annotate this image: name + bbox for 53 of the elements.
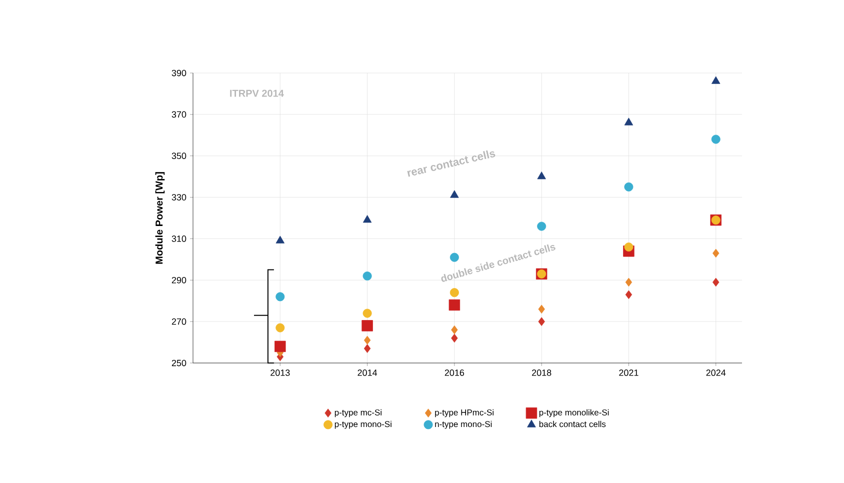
y-tick-label: 270 bbox=[172, 318, 186, 325]
x-tick-label: 2021 bbox=[619, 370, 638, 376]
point bbox=[451, 325, 458, 334]
point bbox=[538, 317, 545, 326]
point bbox=[276, 236, 285, 244]
point bbox=[450, 190, 459, 198]
point bbox=[625, 278, 632, 287]
point bbox=[274, 340, 286, 352]
y-tick-label: 310 bbox=[172, 236, 186, 242]
x-tick-label: 2018 bbox=[532, 370, 552, 376]
y-tick-label: 370 bbox=[172, 111, 186, 118]
y-tick-label: 250 bbox=[172, 360, 186, 366]
point bbox=[538, 304, 545, 314]
point bbox=[537, 222, 546, 231]
legend-label: p-type monolike-Si bbox=[539, 409, 609, 418]
y-tick-label: 290 bbox=[172, 276, 186, 284]
point bbox=[711, 134, 720, 144]
y-tick-label: 330 bbox=[172, 194, 186, 200]
point bbox=[276, 292, 285, 302]
point bbox=[712, 248, 720, 258]
point bbox=[712, 278, 720, 287]
y-axis-title: Module Power [Wp] bbox=[155, 172, 165, 264]
point bbox=[276, 323, 285, 332]
legend-label: back contact cells bbox=[539, 420, 606, 428]
annotation: double side contact cells bbox=[441, 244, 556, 282]
point bbox=[712, 76, 720, 84]
legend-label: n-type mono-Si bbox=[435, 420, 492, 429]
legend-label: p-type mc-Si bbox=[334, 409, 382, 418]
point bbox=[362, 215, 372, 223]
point bbox=[450, 252, 459, 262]
point bbox=[624, 242, 634, 252]
y-tick-label: 390 bbox=[172, 70, 186, 76]
point bbox=[624, 182, 634, 192]
point bbox=[625, 290, 632, 300]
legend-label: p-type HPmc-Si bbox=[435, 409, 494, 418]
point bbox=[451, 334, 458, 343]
x-tick-label: 2014 bbox=[358, 370, 378, 376]
point bbox=[362, 320, 373, 332]
annotation: ITRPV 2014 bbox=[230, 90, 284, 97]
point bbox=[450, 288, 459, 298]
x-tick-label: 2024 bbox=[706, 370, 726, 376]
y-tick-label: 350 bbox=[172, 152, 186, 160]
point bbox=[362, 272, 372, 280]
annotation: rear contact cells bbox=[407, 150, 496, 177]
x-tick-label: 2016 bbox=[444, 370, 464, 376]
point bbox=[364, 344, 371, 353]
legend-label: p-type mono-Si bbox=[334, 420, 392, 429]
point bbox=[364, 336, 371, 345]
point bbox=[448, 299, 460, 311]
point bbox=[624, 118, 634, 126]
point bbox=[362, 308, 372, 318]
point bbox=[537, 172, 546, 180]
x-tick-label: 2013 bbox=[270, 370, 290, 376]
